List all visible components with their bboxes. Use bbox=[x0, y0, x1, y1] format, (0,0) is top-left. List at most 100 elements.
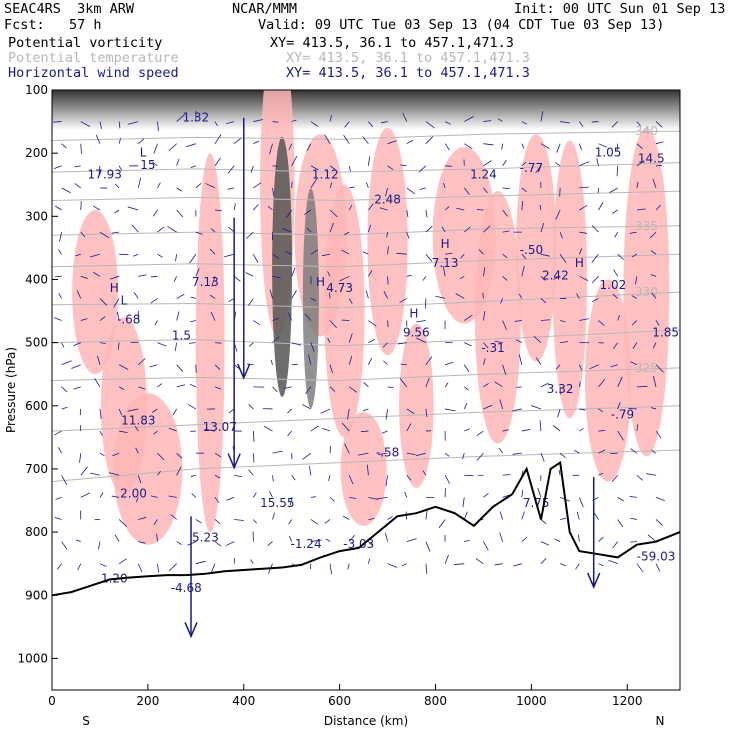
wind-vector bbox=[387, 386, 394, 389]
wind-vector bbox=[383, 360, 388, 366]
field-label-wind: Horizontal wind speed bbox=[8, 65, 179, 81]
wind-vector bbox=[131, 224, 139, 233]
wind-vector bbox=[61, 541, 68, 550]
wind-vector bbox=[157, 182, 161, 189]
wind-vector bbox=[415, 452, 427, 457]
hl-label: -1.24 bbox=[291, 537, 322, 551]
wind-vector bbox=[502, 276, 508, 281]
wind-vector bbox=[521, 121, 528, 125]
wind-vector bbox=[214, 474, 221, 479]
wind-vector bbox=[362, 136, 369, 144]
wind-vector bbox=[227, 187, 235, 190]
wind-vector bbox=[553, 275, 561, 280]
wind-vector bbox=[560, 341, 569, 344]
wind-vector bbox=[290, 497, 293, 506]
wind-vector bbox=[406, 538, 417, 542]
wind-vector bbox=[174, 342, 178, 352]
wind-vector bbox=[476, 430, 484, 437]
wind-vector bbox=[365, 182, 369, 189]
theta-line bbox=[52, 291, 680, 309]
wind-vector bbox=[404, 491, 408, 498]
wind-vector bbox=[97, 355, 101, 365]
wind-vector bbox=[55, 205, 62, 211]
x-axis: 0 200 400 600 800 1000 1200 bbox=[48, 684, 643, 708]
wind-vector bbox=[387, 563, 398, 568]
hl-label: 15 bbox=[140, 158, 155, 172]
wind-vector bbox=[630, 448, 638, 454]
wind-vector bbox=[344, 121, 350, 128]
wind-vector bbox=[157, 452, 165, 461]
wind-vector bbox=[555, 162, 561, 167]
wind-vector bbox=[153, 430, 158, 435]
hl-label: -.68 bbox=[117, 313, 140, 327]
wind-vector bbox=[418, 165, 427, 173]
wind-vector bbox=[304, 313, 312, 321]
wind-vector bbox=[425, 136, 434, 144]
wind-vector bbox=[478, 249, 484, 255]
wind-vector bbox=[58, 249, 62, 255]
hl-label: 2.42 bbox=[542, 268, 569, 282]
wind-vector bbox=[176, 541, 182, 545]
wind-vector bbox=[462, 453, 465, 460]
wind-vector bbox=[376, 496, 388, 500]
wind-vector bbox=[302, 404, 312, 410]
wind-vector bbox=[321, 253, 331, 257]
wind-vector bbox=[636, 474, 643, 481]
wind-vector bbox=[253, 182, 262, 189]
valid-time: Valid: 09 UTC Tue 03 Sep 13 (04 CDT Tue … bbox=[258, 17, 665, 33]
wind-vector bbox=[306, 143, 312, 151]
wind-vector bbox=[554, 538, 561, 542]
wind-vector bbox=[348, 205, 353, 211]
wind-vector bbox=[154, 320, 158, 326]
wind-vector bbox=[368, 121, 374, 128]
wind-vector bbox=[150, 275, 158, 278]
wind-vector bbox=[74, 183, 82, 189]
pv-shade bbox=[72, 210, 119, 375]
wind-vector bbox=[138, 517, 147, 520]
wind-vector bbox=[559, 231, 563, 239]
wind-vector bbox=[127, 408, 139, 412]
wind-vector bbox=[118, 558, 127, 565]
wind-vector bbox=[540, 298, 547, 304]
wind-vector bbox=[463, 511, 468, 520]
wind-vector bbox=[535, 165, 542, 174]
hl-label: 1.32 bbox=[182, 111, 209, 125]
wind-vector bbox=[381, 430, 388, 434]
wind-vector bbox=[655, 430, 662, 439]
wind-vector bbox=[593, 512, 599, 520]
wind-vector bbox=[118, 137, 121, 144]
wind-vector bbox=[329, 497, 335, 502]
wind-vector bbox=[631, 253, 638, 258]
wind-vector bbox=[189, 320, 196, 323]
wind-vector bbox=[540, 253, 550, 257]
wind-vector bbox=[176, 158, 180, 166]
wind-vector bbox=[195, 231, 203, 235]
wind-vector bbox=[324, 519, 331, 524]
wind-vector bbox=[617, 376, 623, 388]
wind-vector bbox=[133, 253, 139, 257]
wind-vector bbox=[629, 231, 637, 234]
wind-vector bbox=[444, 452, 450, 457]
pv-shade bbox=[399, 323, 434, 488]
wind-vector bbox=[579, 161, 590, 167]
wind-vector bbox=[175, 254, 178, 262]
theta-line bbox=[52, 449, 680, 483]
wind-vector bbox=[344, 231, 350, 236]
wind-vector bbox=[655, 364, 664, 373]
wind-vector bbox=[483, 310, 486, 321]
wind-vector bbox=[483, 342, 489, 349]
wind-vector bbox=[612, 209, 618, 214]
wind-vector bbox=[521, 428, 531, 432]
wind-vector bbox=[521, 161, 527, 167]
wind-vector bbox=[291, 342, 302, 346]
wind-vector bbox=[463, 187, 470, 195]
wind-vector bbox=[655, 519, 663, 526]
wind-vector bbox=[190, 296, 196, 299]
wind-vector bbox=[636, 424, 639, 432]
wind-vector bbox=[210, 311, 216, 321]
wind-vector bbox=[636, 143, 643, 150]
wind-vector bbox=[368, 156, 371, 166]
wind-vector bbox=[521, 253, 527, 259]
pv-shading bbox=[52, 90, 680, 545]
hl-label: 14.5 bbox=[638, 152, 665, 166]
